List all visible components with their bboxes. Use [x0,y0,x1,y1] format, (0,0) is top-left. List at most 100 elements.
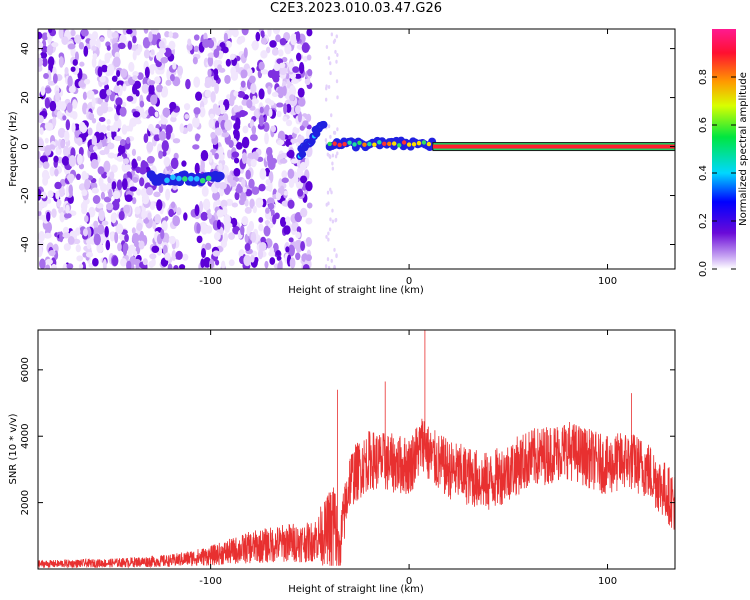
spectrogram-noise-dot [62,226,70,235]
spectrogram-noise-dot [250,231,257,243]
spectrogram-noise-dot [75,227,81,236]
spectrogram-noise-dot [38,210,42,217]
spectrogram-noise-dot [92,145,98,152]
spectrogram-noise-dot [104,225,109,238]
spectrogram-noise-dot [327,237,330,242]
spectrogram-noise-dot [164,31,170,38]
spectrogram-noise-dot [132,75,138,81]
spectrogram-noise-dot [67,75,73,88]
spectrogram-noise-dot [139,166,147,175]
spectrogram-noise-dot [132,111,141,118]
snr-y-tick-label: 6000 [20,357,31,382]
spectrogram-noise-dot [304,157,310,168]
spectrogram-noise-dot [117,144,126,155]
spectrogram-noise-dot [163,47,172,58]
spectrogram-noise-dot [325,234,328,239]
spectrogram-noise-dot [250,158,257,168]
spectrogram-noise-dot [141,83,150,94]
spectrogram-noise-dot [327,265,331,269]
spectrogram-noise-dot [264,260,269,269]
spectrogram-noise-dot [278,49,284,57]
spectrogram-noise-dot [204,77,213,85]
spectrogram-track-point [372,142,377,147]
spectrogram-noise-dot [45,264,51,269]
spectrogram-noise-dot [99,149,107,156]
spectrogram-noise-dot [39,127,44,135]
spectrogram-noise-dot [281,177,289,184]
spectrogram-track-point [176,175,182,182]
spectrogram-noise-dot [99,88,108,100]
spectrogram-noise-dot [192,56,198,65]
spectrogram-noise-dot [283,225,291,235]
spectrogram-track-point [401,140,407,145]
spectrogram-noise-dot [38,246,43,258]
spectrogram-noise-dot [241,136,250,149]
spectrogram-noise-dot [42,57,48,67]
spectrogram-noise-dot [52,73,58,84]
spectrogram-noise-dot [48,144,56,150]
spectrogram-noise-dot [207,212,212,220]
spectrogram-noise-dot [93,233,101,246]
spectrogram-noise-dot [111,32,119,39]
spectrogram-noise-dot [279,158,288,164]
spectrogram-noise-dot [161,86,169,98]
spectrogram-noise [38,29,339,269]
spectrogram-noise-dot [143,49,151,59]
spectrogram-noise-dot [141,212,148,219]
colorbar-tick-label: 0.2 [698,213,709,229]
spectrogram-noise-dot [63,243,72,251]
spectrogram-noise-dot [95,202,104,209]
spectrogram-noise-dot [100,124,107,135]
spectrogram-noise-dot [203,257,212,268]
spectrogram-noise-dot [44,97,50,109]
snr-series-line [38,330,675,569]
spectrogram-noise-dot [259,168,267,180]
snr-y-tick-label: 4000 [20,423,31,448]
spectrogram-noise-dot [233,129,238,137]
spectrogram-noise-dot [300,207,308,218]
spectrogram-noise-dot [200,159,205,171]
spectrogram-noise-dot [207,39,215,49]
spectrogram-noise-dot [273,63,281,72]
spectrogram-noise-dot [244,198,249,207]
spectrogram-noise-dot [258,183,266,192]
spectrogram-noise-dot [213,73,219,81]
spectrogram-noise-dot [172,62,177,70]
spectrogram-noise-dot [336,127,339,132]
spectrogram-noise-dot [62,263,68,269]
spectrogram-noise-dot [146,155,155,164]
spectrogram-noise-dot [192,144,200,150]
spectrogram-noise-dot [121,178,128,191]
spectrogram-noise-dot [92,257,99,267]
spectrogram-noise-dot [43,232,52,239]
spectrogram-noise-dot [199,106,206,118]
spectrogram-noise-dot [106,131,112,138]
spectrogram-noise-dot [67,236,75,245]
spectrogram-noise-dot [271,47,279,56]
spectrogram-noise-dot [41,46,49,53]
spectrogram-noise-dot [302,264,310,269]
spectrogram-noise-dot [305,181,313,192]
spectrogram-noise-dot [245,169,251,180]
spectrogram-track-point [193,175,200,182]
spectrogram-noise-dot [299,125,305,131]
spectrogram-noise-dot [120,258,127,267]
spectrogram-noise-dot [186,123,193,132]
spectrogram-noise-dot [44,122,51,131]
spectrogram-noise-dot [181,160,187,167]
spectrogram-noise-dot [258,114,265,127]
spectrogram-noise-dot [99,36,105,43]
spectrogram-noise-dot [304,78,311,86]
spectrogram-noise-dot [242,125,249,134]
spectrogram-noise-dot [334,49,337,54]
spectrogram-noise-dot [56,198,61,208]
spectrogram-noise-dot [92,53,98,60]
spectrogram-noise-dot [290,138,298,144]
spectrogram-noise-dot [107,152,116,159]
spectrogram-noise-dot [220,199,228,209]
spectrogram-noise-dot [279,62,286,69]
spectrogram-noise-dot [115,223,124,235]
spectrogram-noise-dot [88,206,96,218]
spectrogram-noise-dot [114,231,119,244]
spectrogram-noise-dot [154,111,159,118]
